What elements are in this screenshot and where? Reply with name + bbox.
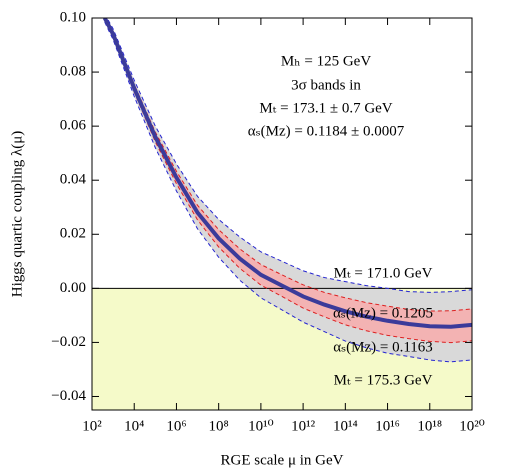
- x-axis-label: RGE scale μ in GeV: [220, 452, 343, 468]
- x-tick-label: 10⁶: [166, 418, 186, 434]
- dashed-line: [106, 18, 472, 293]
- x-tick-label: 10¹⁴: [333, 418, 358, 434]
- y-tick-label: 0.02: [60, 226, 86, 242]
- x-tick-label: 10⁴: [124, 418, 144, 434]
- annotation: Mₕ = 125 GeV: [281, 53, 372, 69]
- y-tick-label: −0.02: [51, 334, 86, 350]
- annotation: Mₜ = 173.1 ± 0.7 GeV: [259, 100, 392, 116]
- y-tick-label: 0.04: [60, 172, 87, 188]
- series-label: Mₜ = 175.3 GeV: [334, 372, 433, 388]
- x-tick-label: 10¹⁸: [417, 418, 442, 434]
- central-line: [102, 18, 472, 329]
- y-axis-label: Higgs quartic coupling λ(μ): [9, 131, 25, 298]
- y-tick-label: 0.08: [60, 64, 86, 80]
- series-label: αₛ(Mᴢ) = 0.1163: [333, 339, 433, 355]
- dashed-line: [104, 19, 472, 344]
- series-label: Mₜ = 171.0 GeV: [334, 265, 433, 281]
- y-tick-label: 0.10: [60, 9, 86, 25]
- x-tick-label: 10¹²: [291, 418, 315, 434]
- x-tick-label: 10⁸: [209, 418, 229, 434]
- x-tick-label: 10¹⁶: [375, 418, 400, 434]
- annotation: αₛ(Mᴢ) = 0.1184 ± 0.0007: [248, 123, 405, 139]
- series-label: αₛ(Mᴢ) = 0.1205: [333, 305, 433, 321]
- annotation: 3σ bands in: [291, 77, 361, 93]
- plot-area: [92, 18, 472, 410]
- y-tick-label: 0.00: [60, 280, 86, 296]
- y-tick-label: −0.04: [51, 388, 86, 404]
- plot-frame: [91, 17, 473, 411]
- x-tick-label: 10²: [82, 418, 102, 434]
- dashed-line: [104, 21, 472, 363]
- y-tick-label: 0.06: [60, 118, 87, 134]
- x-tick-label: 10²⁰: [459, 418, 485, 434]
- overlay: 10² 10⁴ 10⁶ 10⁸ 10¹⁰ 10¹² 10¹⁴ 10¹⁶ 10¹⁸ 10²⁰ −0.0…: [51, 9, 484, 434]
- x-tick-label: 10¹⁰: [248, 418, 274, 434]
